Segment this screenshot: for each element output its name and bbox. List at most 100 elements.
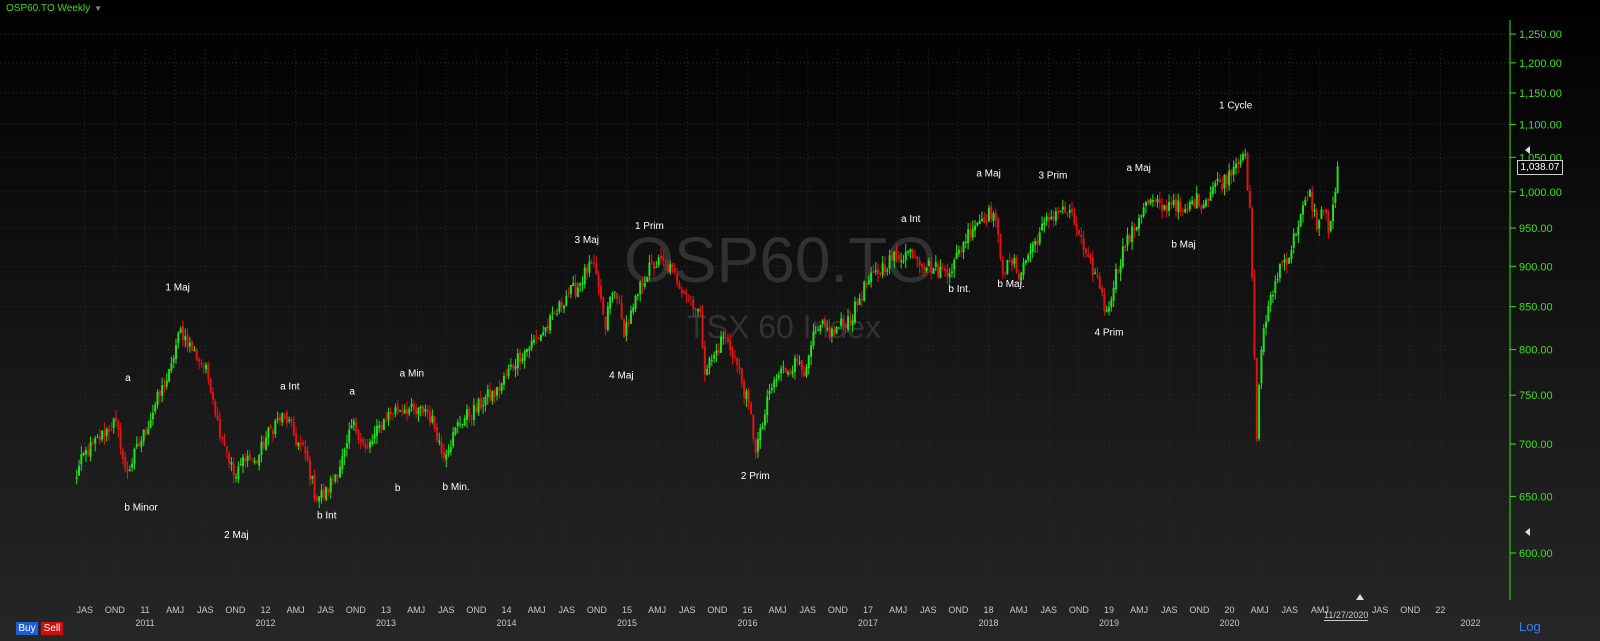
- candle-body: [837, 327, 840, 329]
- chevron-down-icon[interactable]: ▼: [94, 3, 103, 13]
- candle-body: [1126, 234, 1129, 246]
- candle-body: [1087, 254, 1090, 258]
- candle-body: [1071, 208, 1074, 213]
- candle-body: [1110, 299, 1113, 308]
- candle-body: [722, 337, 725, 339]
- candle-body: [1271, 295, 1274, 297]
- candle-body: [911, 250, 914, 258]
- candle-body: [805, 367, 808, 376]
- candle-body: [542, 332, 545, 336]
- wave-label: 3 Maj: [575, 235, 599, 246]
- candle-body: [1020, 272, 1023, 281]
- buy-button[interactable]: Buy: [16, 622, 38, 635]
- sell-button[interactable]: Sell: [41, 622, 63, 635]
- candle-body: [842, 319, 845, 324]
- candle-body: [1200, 205, 1203, 210]
- wave-label: a Maj: [1126, 163, 1150, 174]
- candle-body: [1329, 221, 1332, 231]
- candle-body: [385, 420, 388, 422]
- candle-body: [717, 349, 720, 353]
- candle-body: [1151, 200, 1154, 202]
- candle-body: [1327, 212, 1330, 234]
- candle-body: [112, 418, 115, 428]
- chart-title[interactable]: OSP60.TO Weekly: [6, 2, 91, 14]
- candle-body: [743, 381, 746, 398]
- candle-body: [957, 249, 960, 254]
- candle-body: [405, 409, 408, 414]
- log-scale-toggle[interactable]: Log: [1519, 619, 1541, 634]
- y-tick-label: 1,000.00: [1519, 187, 1562, 199]
- candle-body: [1163, 204, 1166, 210]
- candle-body: [380, 425, 383, 430]
- candle-body: [653, 262, 656, 269]
- candle-body: [435, 427, 438, 441]
- candle-body: [276, 418, 279, 420]
- candle-body: [789, 371, 792, 375]
- candle-body: [556, 313, 559, 315]
- candle-body: [1114, 268, 1117, 290]
- candle-body: [514, 366, 517, 370]
- candle-body: [389, 411, 392, 415]
- candle-body: [599, 285, 602, 299]
- candle-body: [1027, 255, 1030, 261]
- candle-body: [368, 442, 371, 448]
- candle-body: [1295, 234, 1298, 236]
- wave-label: a Min: [400, 369, 424, 380]
- candle-body: [867, 280, 870, 285]
- x-tick-label: AMJ: [769, 605, 787, 615]
- candle-body: [477, 399, 480, 413]
- candle-body: [126, 469, 129, 472]
- candle-body: [1068, 210, 1071, 213]
- candle-body: [288, 419, 291, 421]
- candle-body: [373, 433, 376, 439]
- y-tick-label: 1,100.00: [1519, 119, 1562, 131]
- wave-label: a Int: [901, 214, 921, 225]
- candle-body: [170, 363, 173, 371]
- candle-body: [1315, 210, 1318, 231]
- candle-body: [1188, 202, 1191, 210]
- candle-body: [950, 271, 953, 274]
- candle-body: [121, 450, 124, 459]
- candle-body: [431, 415, 434, 423]
- candle-body: [627, 322, 630, 324]
- candle-body: [191, 340, 194, 351]
- candle-body: [114, 417, 117, 421]
- candle-body: [1135, 226, 1138, 230]
- candle-body: [80, 454, 83, 465]
- candle-body: [960, 250, 963, 252]
- candle-body: [188, 342, 191, 347]
- candle-body: [937, 264, 940, 277]
- x-tick-label: JAS: [1372, 605, 1389, 615]
- y-axis: 1,250.001,200.001,150.001,100.001,050.00…: [1509, 20, 1562, 600]
- candle-body: [410, 403, 413, 408]
- candle-body: [775, 378, 778, 382]
- candle-body: [278, 416, 281, 422]
- candle-body: [1186, 208, 1189, 211]
- candles: [75, 148, 1339, 509]
- candle-body: [1225, 175, 1228, 184]
- candle-body: [98, 436, 101, 441]
- candle-body: [872, 270, 875, 273]
- candle-body: [218, 419, 221, 438]
- candle-body: [1149, 199, 1152, 204]
- candle-body: [463, 418, 466, 426]
- x-tick-label: OND: [1189, 605, 1210, 615]
- candle-body: [987, 207, 990, 222]
- x-tick-label: OND: [225, 605, 246, 615]
- candle-body: [706, 368, 709, 376]
- candle-body: [817, 329, 820, 331]
- chart-header[interactable]: OSP60.TO Weekly ▼: [6, 1, 102, 15]
- candle-body: [1077, 230, 1080, 235]
- x-tick-label: OND: [1400, 605, 1421, 615]
- candle-body: [840, 318, 843, 326]
- candle-body: [807, 355, 810, 369]
- candle-body: [211, 391, 214, 401]
- candle-body: [766, 396, 769, 416]
- candle-body: [387, 411, 390, 421]
- candle-body: [1223, 174, 1226, 189]
- candle-body: [1045, 216, 1048, 222]
- candle-body: [810, 345, 813, 357]
- candle-body: [1124, 245, 1127, 248]
- candle-body: [329, 478, 332, 493]
